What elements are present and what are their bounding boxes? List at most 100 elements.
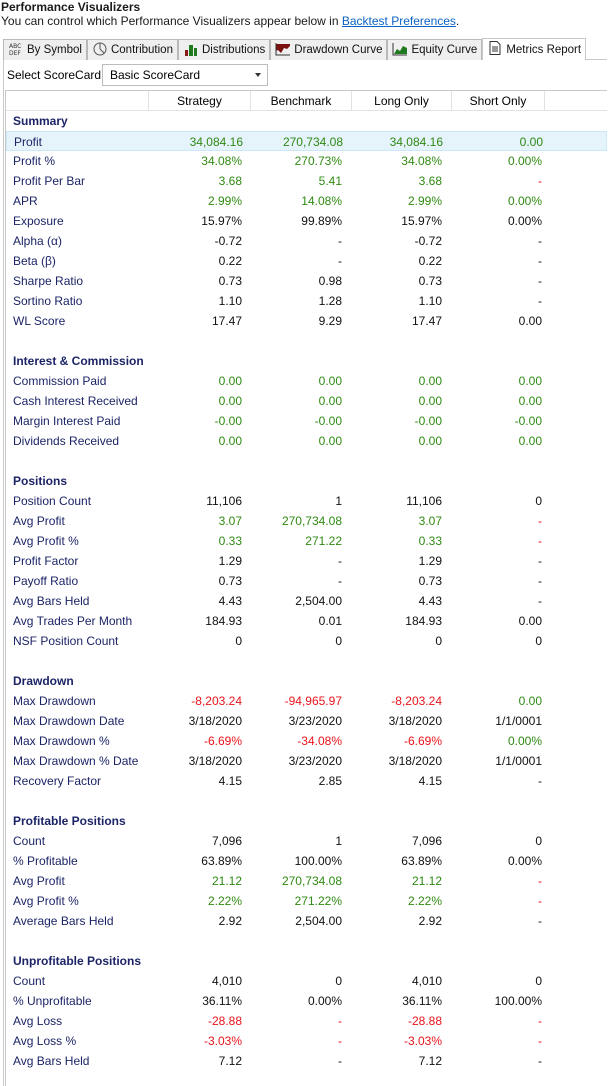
column-header-long-only[interactable]: Long Only xyxy=(351,91,451,111)
table-row[interactable]: WL Score 17.47 9.29 17.47 0.00 xyxy=(6,311,607,331)
metric-value-strategy: 11,106 xyxy=(206,494,242,508)
table-row[interactable]: % Profitable 63.89% 100.00% 63.89% 0.00% xyxy=(6,851,607,871)
metric-value-benchmark: 1.28 xyxy=(318,294,342,308)
column-header-empty xyxy=(544,91,607,111)
table-row[interactable]: Count 4,010 0 4,010 0 xyxy=(6,971,607,991)
metric-value-long-only: 0 xyxy=(435,634,442,648)
table-row[interactable]: Avg Profit 21.12 270,734.08 21.12 - xyxy=(6,871,607,891)
column-header-short-only[interactable]: Short Only xyxy=(451,91,544,111)
table-row[interactable]: Max Drawdown % Date 3/18/2020 3/23/2020 3/1… xyxy=(6,751,607,771)
metric-value-long-only: 2.99% xyxy=(407,194,442,208)
table-row[interactable]: NSF Position Count 0 0 0 0 xyxy=(6,631,607,651)
metric-value-strategy: 4.15 xyxy=(218,774,242,788)
metric-value-long-only: -3.03% xyxy=(403,1034,442,1048)
metric-value-benchmark: 100.00% xyxy=(294,854,342,868)
table-row[interactable]: Max Drawdown Date 3/18/2020 3/23/2020 3/18/… xyxy=(6,711,607,731)
metric-value-strategy: -3.03% xyxy=(203,1034,242,1048)
metric-value-strategy: 0.00 xyxy=(218,434,242,448)
metric-value-strategy: 3.68 xyxy=(218,174,242,188)
table-row[interactable]: Avg Loss % -3.03% - -3.03% - xyxy=(6,1031,607,1051)
metric-value-short-only: 0.00 xyxy=(518,394,542,408)
svg-text:ABC: ABC xyxy=(9,43,21,50)
metric-value-short-only: - xyxy=(538,1034,542,1048)
table-row[interactable]: Avg Profit 3.07 270,734.08 3.07 - xyxy=(6,511,607,531)
metric-value-benchmark: - xyxy=(338,1014,342,1028)
section-header: Unprofitable Positions xyxy=(6,951,607,971)
metric-value-strategy: 21.12 xyxy=(211,874,242,888)
metric-value-long-only: 3/18/2020 xyxy=(388,714,442,728)
table-row[interactable]: % Unprofitable 36.11% 0.00% 36.11% 100.00% xyxy=(6,991,607,1011)
table-row[interactable]: Average Bars Held 2.92 2,504.00 2.92 - xyxy=(6,911,607,931)
metric-value-strategy: 2.99% xyxy=(207,194,242,208)
metric-value-long-only: 184.93 xyxy=(405,614,442,628)
tab-metrics-report[interactable]: Metrics Report xyxy=(482,38,587,60)
table-row[interactable]: Payoff Ratio 0.73 - 0.73 - xyxy=(6,571,607,591)
metric-label: Sharpe Ratio xyxy=(13,274,84,288)
metric-value-long-only: -8,203.24 xyxy=(391,694,442,708)
table-row[interactable]: Avg Profit % 0.33 271.22 0.33 - xyxy=(6,531,607,551)
table-row[interactable]: Avg Bars Held 4.43 2,504.00 4.43 - xyxy=(6,591,607,611)
metric-label: Cash Interest Received xyxy=(13,394,138,408)
table-row[interactable]: Profit % 34.08% 270.73% 34.08% 0.00% xyxy=(6,151,607,171)
metric-value-long-only: 4.15 xyxy=(418,774,442,788)
table-row[interactable]: Profit Per Bar 3.68 5.41 3.68 - xyxy=(6,171,607,191)
tab-contribution[interactable]: Contribution xyxy=(86,39,178,60)
metric-label: Recovery Factor xyxy=(13,774,102,788)
backtest-preferences-link[interactable]: Backtest Preferences xyxy=(341,14,456,28)
metric-value-strategy: 7,096 xyxy=(211,834,242,848)
table-row[interactable]: Dividends Received 0.00 0.00 0.00 0.00 xyxy=(6,431,607,451)
metric-value-short-only: - xyxy=(538,174,542,188)
metric-label: Commission Paid xyxy=(13,374,107,388)
tab-equity-curve[interactable]: Equity Curve xyxy=(387,39,483,60)
table-row[interactable]: Sharpe Ratio 0.73 0.98 0.73 - xyxy=(6,271,607,291)
table-row[interactable]: Cash Interest Received 0.00 0.00 0.00 0.00 xyxy=(6,391,607,411)
table-row[interactable]: APR 2.99% 14.08% 2.99% 0.00% xyxy=(6,191,607,211)
scorecard-label: Select ScoreCard: xyxy=(7,68,105,82)
table-row[interactable]: Count 7,096 1 7,096 0 xyxy=(6,831,607,851)
table-row[interactable]: Profit Factor 1.29 - 1.29 - xyxy=(6,551,607,571)
scorecard-select[interactable]: Basic ScoreCard xyxy=(102,64,268,86)
tab-distributions[interactable]: Distributions xyxy=(177,39,271,60)
table-row[interactable]: Margin Interest Paid -0.00 -0.00 -0.00 -0.00 xyxy=(6,411,607,431)
metric-value-short-only: 0.00% xyxy=(507,154,542,168)
metric-value-short-only: - xyxy=(538,914,542,928)
metric-value-strategy: -0.72 xyxy=(214,234,242,248)
table-row[interactable]: Max Drawdown -8,203.24 -94,965.97 -8,203.24… xyxy=(6,691,607,711)
table-row[interactable]: Recovery Factor 4.15 2.85 4.15 - xyxy=(6,771,607,791)
section-header: Drawdown xyxy=(6,671,607,691)
tab-label: By Symbol xyxy=(27,44,82,56)
metric-value-short-only: 0.00 xyxy=(518,314,542,328)
metric-value-benchmark: 3/23/2020 xyxy=(288,754,342,768)
tab-drawdown-curve[interactable]: Drawdown Curve xyxy=(270,39,388,60)
tab-by-symbol[interactable]: ABC DEF By Symbol xyxy=(3,39,87,60)
metric-value-short-only: - xyxy=(538,774,542,788)
metric-value-short-only: - xyxy=(538,874,542,888)
table-row[interactable]: Beta (β) 0.22 - 0.22 - xyxy=(6,251,607,271)
column-header-benchmark[interactable]: Benchmark xyxy=(250,91,351,111)
metric-value-long-only: 11,106 xyxy=(406,494,442,508)
table-row[interactable]: Profit 34,084.16 270,734.08 34,084.16 0.00 xyxy=(6,131,607,151)
table-row[interactable]: Avg Trades Per Month 184.93 0.01 184.93 0.00 xyxy=(6,611,607,631)
table-row[interactable]: Position Count 11,106 1 11,106 0 xyxy=(6,491,607,511)
table-row[interactable]: Commission Paid 0.00 0.00 0.00 0.00 xyxy=(6,371,607,391)
column-header-strategy[interactable]: Strategy xyxy=(148,91,250,111)
metric-value-benchmark: 14.08% xyxy=(301,194,342,208)
metric-value-long-only: 63.89% xyxy=(401,854,442,868)
table-row[interactable]: Alpha (α) -0.72 - -0.72 - xyxy=(6,231,607,251)
metric-value-strategy: 2.92 xyxy=(218,914,242,928)
svg-text:DEF: DEF xyxy=(9,50,21,56)
table-row[interactable]: Max Drawdown % -6.69% -34.08% -6.69% 0.00% xyxy=(6,731,607,751)
metric-value-long-only: 0.22 xyxy=(418,254,442,268)
section-title: Interest & Commission xyxy=(13,354,144,368)
table-row[interactable]: Avg Bars Held 7.12 - 7.12 - xyxy=(6,1051,607,1071)
table-row[interactable]: Exposure 15.97% 99.89% 15.97% 0.00% xyxy=(6,211,607,231)
metric-label: Avg Loss xyxy=(13,1014,63,1028)
table-row[interactable]: Sortino Ratio 1.10 1.28 1.10 - xyxy=(6,291,607,311)
metric-value-short-only: - xyxy=(538,234,542,248)
bar-chart-icon xyxy=(183,42,199,59)
metric-value-benchmark: 3/23/2020 xyxy=(288,714,342,728)
table-row[interactable]: Avg Loss -28.88 - -28.88 - xyxy=(6,1011,607,1031)
metric-value-short-only: - xyxy=(538,1014,542,1028)
table-row[interactable]: Avg Profit % 2.22% 271.22% 2.22% - xyxy=(6,891,607,911)
metric-label: Avg Profit xyxy=(13,874,65,888)
